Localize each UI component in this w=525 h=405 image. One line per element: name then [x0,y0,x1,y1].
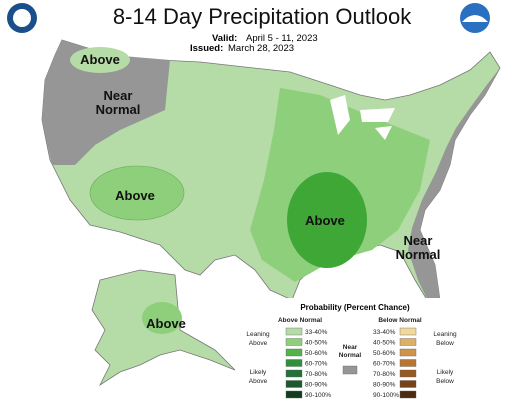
above-swatch [285,348,303,357]
below-bin: 80-90% [373,382,396,389]
below-swatch [399,359,417,367]
above-bin: 60-70% [305,361,328,368]
below-swatch [399,348,417,357]
likely-below: Likely Below [436,369,454,385]
region-label-line: Near [404,233,433,248]
below-bin: 70-80% [373,371,396,378]
below-swatch [399,369,417,378]
above-swatch [285,327,303,336]
below-bin: 60-70% [373,361,396,368]
region-label: Above [115,188,155,203]
above-swatch [285,380,303,388]
above-header: Above Normal [278,317,322,324]
below-swatch [399,338,417,346]
above-bin: 40-50% [305,340,328,347]
below-bin: 40-50% [373,340,396,347]
above-sw [89,165,185,221]
near-normal-label-line: Near [343,344,358,351]
region-label: Near Normal [96,88,141,117]
near-normal-label-line: Normal [339,352,362,359]
region-label-line: Above [305,213,345,228]
likely-below-line: Below [436,378,454,385]
below-swatch [399,380,417,388]
leaning-above-line: Above [249,340,268,347]
legend-title: Probability (Percent Chance) [300,303,410,312]
above-bin: 70-80% [305,371,328,378]
region-label-line: Above [80,52,120,67]
above-swatch [285,359,303,367]
above-bin: 90-100% [305,392,331,399]
doc-logo-inner [13,9,31,27]
region-label-line: Above [115,188,155,203]
below-swatch [399,327,417,336]
likely-above-line: Above [249,378,268,385]
below-swatch [399,390,417,399]
issued-date: March 28, 2023 [228,43,294,54]
near-normal-nw [42,40,170,165]
noaa-logo-bird [462,15,488,22]
above-swatch [285,369,303,378]
title: 8-14 Day Precipitation Outlook [113,4,412,29]
issued-label: Issued: [190,43,223,54]
above-bin: 33-40% [305,329,328,336]
region-label-line: Above [146,316,186,331]
near-normal-label: Near Normal [339,344,362,359]
above-swatch [285,390,303,399]
below-bin: 33-40% [373,329,396,336]
leaning-above-line: Leaning [246,331,270,338]
leaning-below-line: Leaning [433,331,457,338]
leaning-above: Leaning Above [246,331,270,347]
region-label: Near Normal [396,233,441,262]
leaning-below: Leaning Below [433,331,457,347]
region-label: Above [146,316,186,331]
region-label: Above [305,213,345,228]
below-bin: 50-60% [373,350,396,357]
above-bin: 50-60% [305,350,328,357]
region-label-line: Normal [396,247,441,262]
likely-above: Likely Above [249,369,268,385]
below-header: Below Normal [378,317,422,324]
likely-below-line: Likely [437,369,454,376]
region-label: Above [80,52,120,67]
below-bin: 90-100% [373,392,399,399]
region-label-line: Normal [96,102,141,117]
likely-above-line: Likely [250,369,267,376]
region-label-line: Near [104,88,133,103]
above-bin: 80-90% [305,382,328,389]
great-lakes [330,95,395,140]
valid-label: Valid: [212,33,237,44]
near-swatch [342,365,358,375]
above-swatch [285,338,303,346]
valid-dates: April 5 - 11, 2023 [246,33,318,44]
above-central-core [287,172,367,268]
above-alaska [142,302,182,334]
above-nw [70,47,130,73]
leaning-below-line: Below [436,340,454,347]
